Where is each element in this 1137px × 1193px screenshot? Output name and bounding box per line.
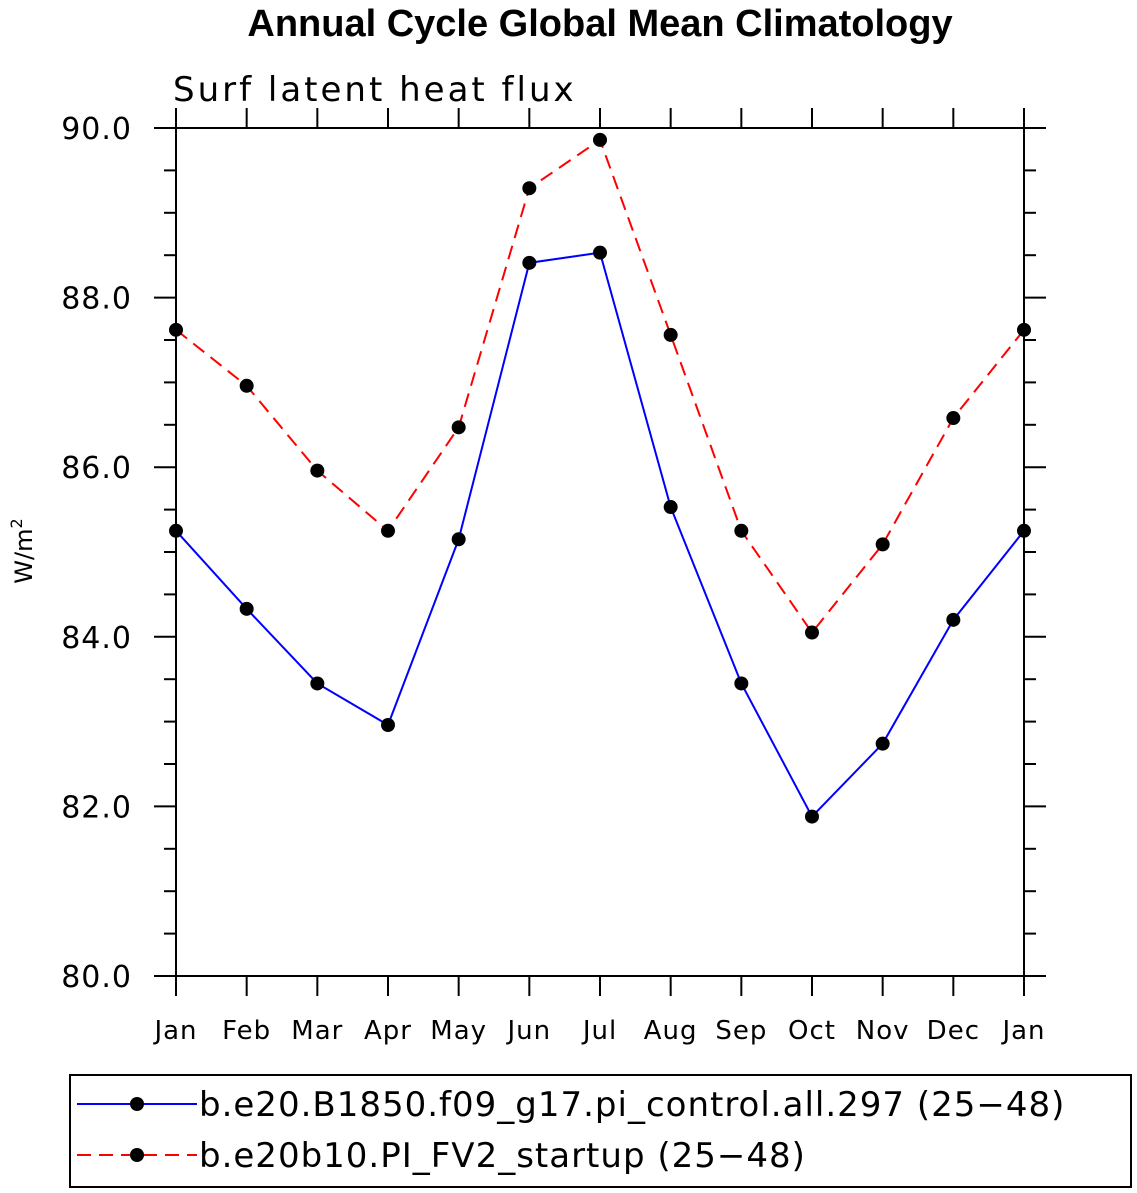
y-axis-label-text: W/m [10,528,38,583]
y-tick-label: 82.0 [61,790,132,825]
axes: 80.0 82.0 84.0 86.0 88.0 90.0 Jan Feb Mar Apr May J… [61,108,1046,1046]
x-tick-label: Jul [581,1016,617,1046]
x-tick-label: May [430,1016,487,1046]
data-point-series-2 [946,411,961,426]
data-point-series-2 [734,523,749,538]
data-point-series-2 [875,537,890,552]
data-point-series-1 [522,255,537,270]
chart-title: Annual Cycle Global Mean Climatology [247,3,952,45]
data-point-series-1 [310,676,325,691]
legend-label-1: b.e20.B1850.f09_g17.pi_control.all.297 (… [199,1085,1065,1125]
y-tick-label: 80.0 [61,960,132,995]
legend-marker-2 [130,1148,144,1162]
data-point-series-1 [734,676,749,691]
x-tick-label: Aug [644,1016,698,1046]
data-point-series-1 [875,736,890,751]
x-tick-label: Apr [364,1016,412,1046]
x-tick-label: Jan [152,1016,197,1046]
data-point-series-1 [946,612,961,627]
x-tick-label: Oct [788,1016,836,1046]
data-point-series-2 [1017,322,1031,337]
data-point-series-1 [169,523,183,538]
x-tick-label: Nov [856,1016,910,1046]
x-tick-label: Dec [927,1016,980,1046]
data-point-series-2 [310,463,325,478]
data-point-series-1 [593,245,607,260]
x-tick-label: Sep [715,1016,767,1046]
legend-label-2: b.e20b10.PI_FV2_startup (25−48) [199,1136,806,1176]
x-tick-label: Feb [222,1016,271,1046]
data-point-series-1 [239,601,254,616]
y-tick-label: 84.0 [61,621,132,656]
data-point-series-1 [805,809,819,824]
x-tick-label: Jun [506,1016,552,1046]
y-axis-label: W/m2 [7,518,38,583]
x-tick-label: Jan [1000,1016,1045,1046]
series-line-2 [175,138,1025,635]
data-point-series-2 [169,322,183,337]
data-point-series-2 [239,378,254,393]
chart-subtitle: Surf latent heat flux [173,70,577,110]
data-point-series-2 [593,132,607,147]
data-point-series-1 [1017,523,1031,538]
data-point-series-1 [381,717,395,732]
data-point-series-2 [451,420,466,435]
data-point-series-2 [805,625,819,640]
y-tick-label: 86.0 [61,451,132,486]
legend-box [69,1074,1132,1188]
y-axis-label-superscript: 2 [7,518,26,528]
legend-marker-1 [130,1097,144,1111]
y-tick-label: 88.0 [61,282,132,317]
data-point-series-2 [663,327,678,342]
x-tick-label: Mar [291,1016,343,1046]
series-line-1 [175,251,1025,819]
data-point-series-1 [451,532,466,547]
data-point-series-2 [522,181,537,196]
data-point-series-1 [663,500,678,515]
y-tick-label: 90.0 [61,112,132,147]
data-point-series-2 [381,523,395,538]
legend: b.e20.B1850.f09_g17.pi_control.all.297 (… [69,1074,1132,1188]
series-layer [169,132,1031,824]
svg-text:W/m2: W/m2 [7,518,38,583]
